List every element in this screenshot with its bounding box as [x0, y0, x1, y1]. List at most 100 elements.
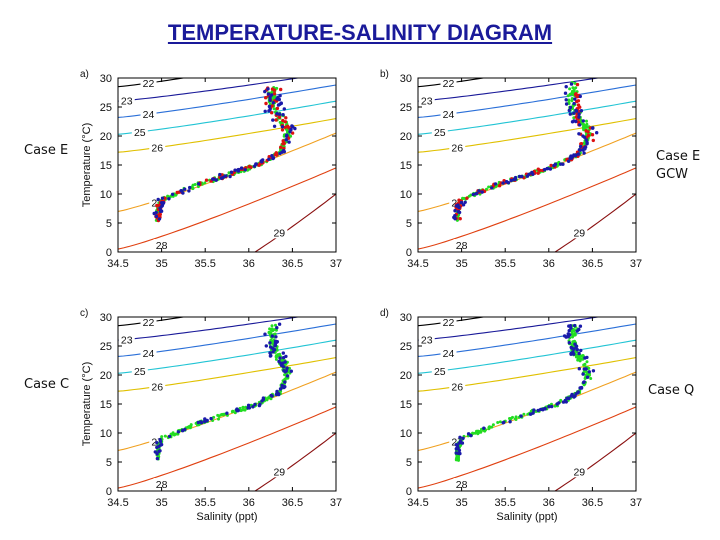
point-red — [275, 106, 280, 111]
point-blue — [261, 396, 266, 400]
contour-label-29: 29 — [573, 466, 585, 478]
point-green — [570, 99, 574, 103]
contour-label-25: 25 — [134, 366, 146, 378]
contour-label-26: 26 — [151, 143, 163, 155]
contour-label-25: 25 — [434, 366, 446, 378]
point-red — [270, 111, 274, 115]
point-green — [576, 355, 580, 359]
y-tick-label: 10 — [400, 428, 412, 440]
point-blue — [158, 443, 163, 447]
point-green — [572, 329, 576, 333]
point-blue — [282, 150, 286, 154]
point-green — [273, 332, 277, 336]
point-blue — [236, 167, 241, 172]
point-blue — [203, 419, 207, 423]
point-blue — [275, 326, 279, 330]
point-blue — [154, 210, 158, 215]
point-blue — [574, 392, 578, 396]
y-tick-label: 5 — [106, 457, 112, 469]
panel-a: a) 22 23 24 25 26 27 28 29 34.5 35 35.5 36 36.5 37 0 5 10… — [80, 69, 342, 270]
y-tick-label: 25 — [100, 341, 112, 353]
point-red — [281, 142, 285, 146]
point-green — [461, 196, 465, 200]
point-green — [233, 411, 237, 415]
point-blue — [531, 172, 535, 176]
point-red — [274, 118, 278, 122]
point-blue — [471, 192, 475, 197]
point-blue — [275, 112, 279, 116]
point-blue — [582, 151, 586, 155]
point-blue — [564, 102, 569, 106]
point-blue — [260, 399, 264, 403]
point-red — [590, 133, 595, 137]
point-blue — [579, 386, 584, 390]
point-red — [279, 145, 283, 149]
contour-line-23 — [418, 78, 602, 102]
point-blue — [282, 107, 286, 111]
point-blue — [268, 341, 272, 345]
point-red — [264, 96, 268, 100]
point-blue — [572, 101, 576, 106]
contour-label-28: 28 — [156, 240, 168, 252]
point-blue — [458, 435, 462, 439]
page-title: TEMPERATURE-SALINITY DIAGRAM — [167, 20, 553, 45]
x-tick-label: 35 — [155, 258, 167, 270]
point-blue — [274, 392, 279, 397]
point-green — [571, 86, 575, 90]
contour-line-28 — [118, 406, 336, 489]
point-blue — [595, 131, 599, 135]
point-blue — [285, 366, 289, 370]
point-blue — [267, 104, 272, 109]
side-label-case-e-gcw-line2: GCW — [656, 167, 689, 182]
point-green — [189, 423, 193, 427]
point-green — [573, 81, 577, 85]
point-blue — [548, 167, 553, 171]
point-blue — [567, 108, 571, 113]
point-blue — [251, 405, 255, 409]
point-green — [275, 348, 279, 352]
point-green — [455, 457, 459, 461]
point-blue — [459, 200, 464, 205]
x-tick-label: 36 — [243, 497, 255, 509]
y-tick-label: 20 — [100, 131, 112, 143]
point-blue — [583, 147, 587, 151]
point-green — [231, 409, 235, 413]
point-blue — [246, 403, 251, 407]
y-tick-label: 0 — [406, 247, 412, 259]
point-blue — [568, 333, 572, 337]
point-green — [491, 423, 495, 427]
contour-label-23: 23 — [121, 95, 133, 107]
contour-label-22: 22 — [443, 317, 455, 329]
point-green — [585, 360, 589, 364]
contour-line-25 — [118, 339, 336, 374]
point-blue — [243, 168, 247, 172]
point-blue — [284, 134, 289, 138]
point-blue — [281, 365, 286, 369]
point-blue — [280, 125, 285, 129]
point-blue — [283, 380, 287, 384]
point-blue — [531, 411, 535, 415]
point-green — [216, 413, 220, 417]
point-blue — [271, 346, 275, 351]
y-tick-label: 30 — [400, 312, 412, 324]
point-green — [514, 418, 518, 421]
scatter-points — [454, 323, 596, 462]
point-blue — [287, 140, 291, 144]
y-tick-label: 0 — [106, 486, 112, 498]
point-blue — [490, 186, 494, 190]
point-blue — [266, 87, 270, 91]
point-red — [275, 153, 279, 157]
point-blue — [235, 409, 239, 413]
point-blue — [461, 436, 465, 440]
point-green — [473, 431, 477, 435]
point-blue — [564, 98, 568, 102]
contour-label-23: 23 — [121, 334, 133, 346]
y-tick-label: 15 — [400, 399, 412, 411]
point-blue — [572, 352, 576, 356]
point-green — [487, 426, 491, 429]
point-blue — [167, 434, 172, 439]
side-label-case-c: Case C — [24, 377, 70, 392]
point-blue — [271, 118, 275, 122]
point-blue — [456, 446, 460, 450]
point-red — [575, 99, 579, 104]
